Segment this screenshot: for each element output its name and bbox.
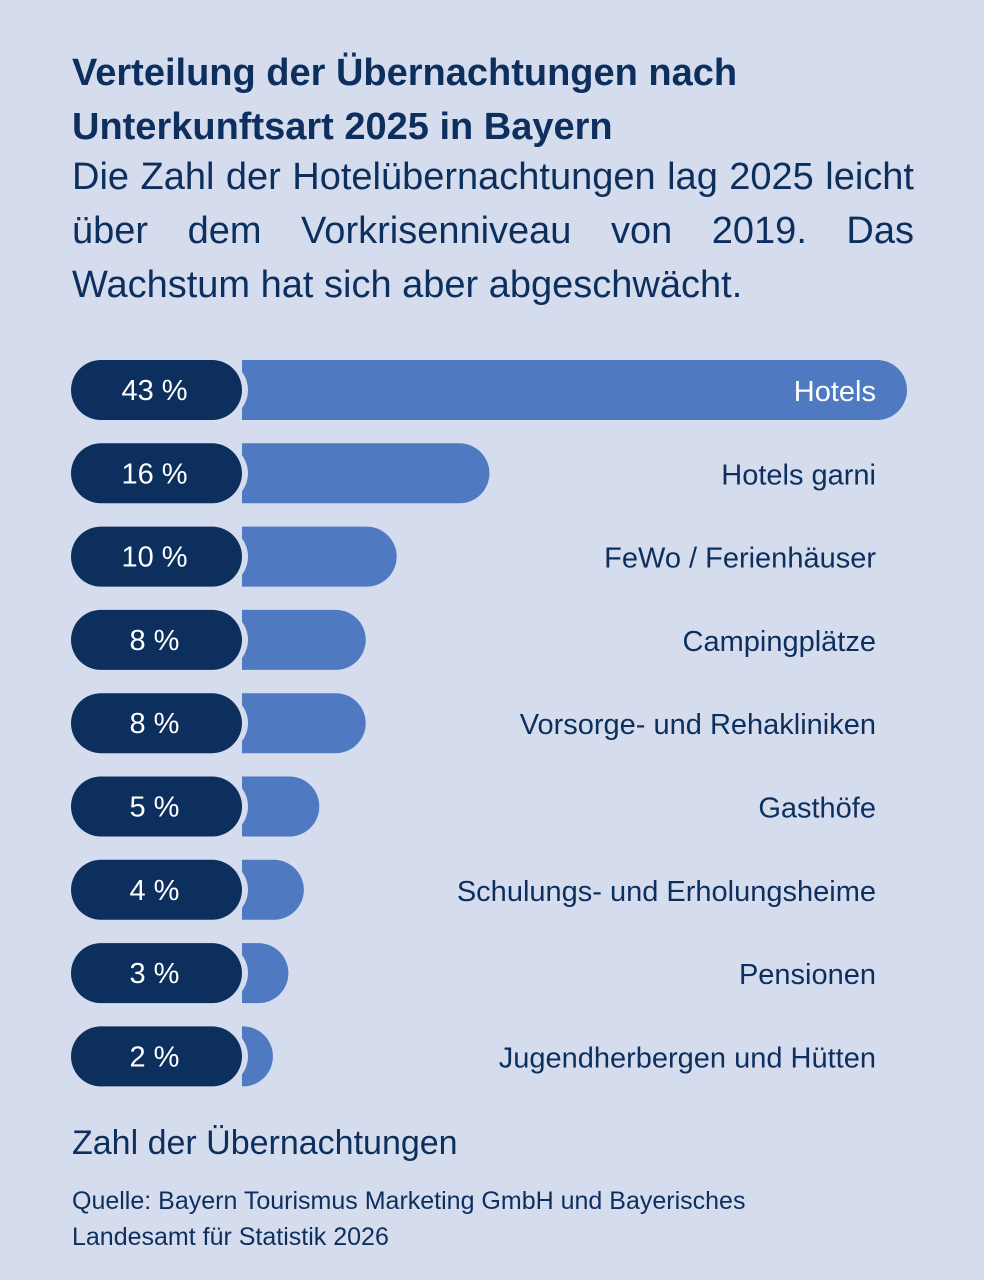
bar xyxy=(242,859,304,920)
source-note: Quelle: Bayern Tourismus Marketing GmbH … xyxy=(72,1187,746,1251)
bar xyxy=(242,609,366,670)
chart-title: Verteilung der Übernachtungen nach Unter… xyxy=(72,52,738,148)
category-label: Campingplätze xyxy=(683,626,876,658)
data-label: 5 % xyxy=(130,792,180,824)
data-label: 8 % xyxy=(130,708,180,740)
data-label: 2 % xyxy=(130,1041,180,1073)
bar xyxy=(242,360,907,420)
category-label: Jugendherbergen und Hütten xyxy=(499,1042,876,1074)
bar xyxy=(242,943,289,1004)
value-pill xyxy=(71,360,242,420)
category-label: Hotels garni xyxy=(721,459,876,491)
value-pill xyxy=(71,693,242,754)
category-label: Hotels xyxy=(794,376,876,408)
value-pill xyxy=(71,526,242,587)
value-pill xyxy=(71,943,242,1004)
category-label: Schulungs- und Erholungsheime xyxy=(457,876,876,908)
data-label: 3 % xyxy=(130,958,180,990)
data-label: 16 % xyxy=(121,458,187,490)
bar xyxy=(242,443,490,504)
value-pill xyxy=(71,776,242,837)
category-label: Pensionen xyxy=(739,959,876,991)
value-pill xyxy=(71,609,242,670)
data-label: 43 % xyxy=(121,375,187,407)
data-label: 8 % xyxy=(130,625,180,657)
value-pill xyxy=(71,443,242,504)
data-label: 10 % xyxy=(121,542,187,574)
bar-chart: 43 % Hotels 16 % Hotels garni 10 % FeWo / Fer… xyxy=(71,360,907,1087)
category-label: Vorsorge- und Rehakliniken xyxy=(520,709,876,741)
value-pill xyxy=(71,1026,242,1087)
data-label: 4 % xyxy=(130,875,180,907)
chart-subtitle: Die Zahl der Hotelübernachtungen lag 202… xyxy=(72,156,914,306)
bar xyxy=(242,1026,273,1087)
bar xyxy=(242,693,366,754)
chart-footer-label: Zahl der Übernachtungen xyxy=(72,1124,458,1162)
category-label: FeWo / Ferienhäuser xyxy=(604,543,876,575)
category-label: Gasthöfe xyxy=(758,793,876,825)
bar xyxy=(242,776,320,837)
value-pill xyxy=(71,859,242,920)
bar xyxy=(242,526,397,587)
